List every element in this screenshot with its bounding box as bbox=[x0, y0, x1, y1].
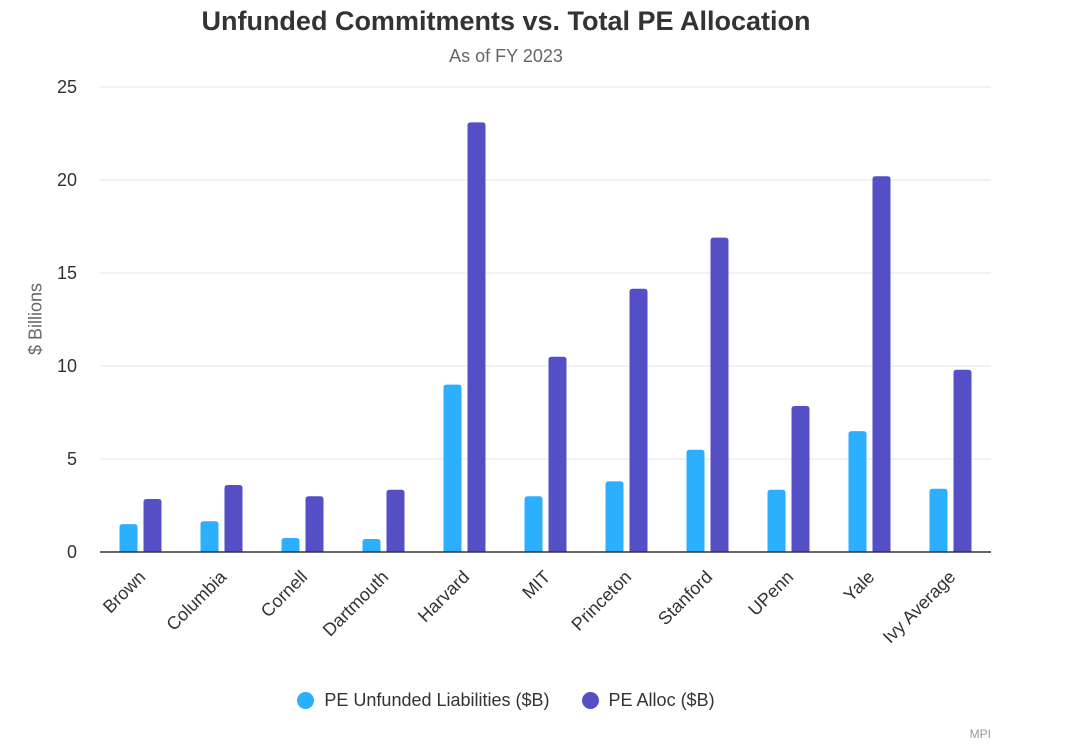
chart-legend: PE Unfunded Liabilities ($B) PE Alloc ($… bbox=[0, 690, 1012, 711]
bar-unfunded-dartmouth[interactable] bbox=[362, 538, 381, 552]
y-tick-label: 20 bbox=[57, 170, 77, 190]
legend-item-unfunded[interactable]: PE Unfunded Liabilities ($B) bbox=[297, 690, 550, 711]
chart-title: Unfunded Commitments vs. Total PE Alloca… bbox=[201, 6, 811, 36]
bar-unfunded-princeton[interactable] bbox=[605, 481, 624, 552]
bar-alloc-yale[interactable] bbox=[872, 176, 891, 552]
legend-label-alloc: PE Alloc ($B) bbox=[608, 690, 715, 710]
x-tick-label: MIT bbox=[518, 567, 554, 603]
x-tick-label: UPenn bbox=[744, 567, 797, 620]
x-tick-label: Yale bbox=[840, 567, 879, 606]
bar-alloc-columbia[interactable] bbox=[224, 485, 243, 552]
x-tick-label: Harvard bbox=[414, 567, 473, 626]
legend-marker-alloc bbox=[581, 692, 599, 709]
y-tick-label: 10 bbox=[57, 356, 77, 376]
bar-unfunded-columbia[interactable] bbox=[200, 521, 219, 552]
bar-unfunded-upenn[interactable] bbox=[767, 489, 786, 552]
legend-item-alloc[interactable]: PE Alloc ($B) bbox=[581, 690, 715, 711]
bar-alloc-harvard[interactable] bbox=[467, 122, 486, 552]
chart-subtitle: As of FY 2023 bbox=[449, 46, 563, 66]
x-tick-label: Columbia bbox=[162, 566, 231, 635]
bar-alloc-mit[interactable] bbox=[548, 356, 567, 552]
y-tick-label: 5 bbox=[67, 449, 77, 469]
x-tick-label: Princeton bbox=[567, 567, 635, 635]
x-tick-label: Brown bbox=[99, 567, 149, 617]
bar-unfunded-stanford[interactable] bbox=[686, 449, 705, 552]
bar-alloc-upenn[interactable] bbox=[791, 405, 810, 552]
bar-unfunded-ivy-average[interactable] bbox=[929, 488, 948, 552]
legend-label-unfunded: PE Unfunded Liabilities ($B) bbox=[324, 690, 550, 710]
x-tick-label: Ivy Average bbox=[879, 567, 959, 647]
bar-unfunded-cornell[interactable] bbox=[281, 538, 300, 552]
x-tick-label: Stanford bbox=[654, 567, 716, 629]
bar-unfunded-brown[interactable] bbox=[119, 524, 138, 552]
y-tick-label: 15 bbox=[57, 263, 77, 283]
legend-marker-unfunded bbox=[297, 692, 315, 709]
bar-alloc-ivy-average[interactable] bbox=[953, 369, 972, 552]
bar-unfunded-harvard[interactable] bbox=[443, 384, 462, 552]
bar-alloc-cornell[interactable] bbox=[305, 496, 324, 552]
y-tick-label: 0 bbox=[67, 542, 77, 562]
chart-credit[interactable]: MPI bbox=[969, 727, 991, 741]
bar-alloc-princeton[interactable] bbox=[629, 288, 648, 552]
y-tick-label: 25 bbox=[57, 77, 77, 97]
bar-alloc-dartmouth[interactable] bbox=[386, 489, 405, 552]
x-tick-label: Dartmouth bbox=[319, 567, 393, 641]
x-tick-label: Cornell bbox=[257, 567, 311, 621]
bar-alloc-brown[interactable] bbox=[143, 498, 162, 552]
chart-plot-area: 0 5 10 15 20 25 Brown Columbia Cornell Dartmouth H… bbox=[57, 77, 991, 647]
bar-unfunded-mit[interactable] bbox=[524, 496, 543, 552]
bar-alloc-stanford[interactable] bbox=[710, 237, 729, 552]
bar-unfunded-yale[interactable] bbox=[848, 431, 867, 552]
